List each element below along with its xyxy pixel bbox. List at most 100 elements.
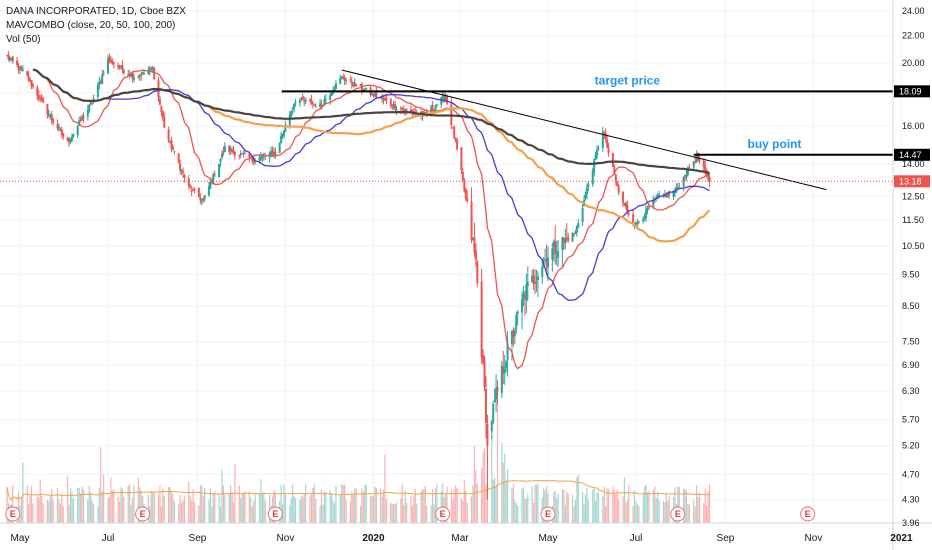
candle-body — [46, 104, 49, 115]
volume-bar — [111, 490, 113, 523]
volume-bar — [218, 494, 220, 523]
candle-body — [624, 202, 627, 207]
volume-bar — [587, 500, 589, 523]
candle — [140, 72, 143, 81]
volume-bar — [501, 442, 503, 523]
candle-body — [446, 96, 449, 104]
candle-body — [207, 186, 210, 196]
volume-bar — [188, 481, 190, 523]
volume-bar — [423, 489, 425, 523]
candle — [334, 79, 337, 90]
candle-body — [345, 79, 348, 82]
volume-bar — [442, 483, 444, 523]
volume-bar — [178, 504, 180, 523]
volume-bar — [668, 495, 670, 523]
volume-bar — [576, 477, 578, 523]
candle — [180, 169, 183, 176]
candle-body — [471, 239, 474, 241]
volume-bar — [414, 489, 416, 523]
volume-bar — [374, 486, 376, 523]
candle-body — [466, 197, 469, 202]
volume-bar — [685, 490, 688, 523]
candle — [311, 101, 314, 109]
candle-body — [19, 66, 21, 70]
ma-line-ma200 — [32, 68, 710, 175]
volume-bar — [431, 488, 434, 523]
candle-body — [42, 98, 45, 103]
volume-bar — [30, 486, 33, 523]
volume-bar — [28, 504, 30, 523]
candle — [167, 126, 170, 143]
candle — [512, 327, 515, 347]
volume-bar — [667, 500, 669, 523]
candle — [30, 79, 33, 90]
candle-body — [340, 76, 343, 78]
candle — [607, 142, 610, 157]
volume-bar — [121, 488, 124, 523]
candle-body — [301, 96, 304, 100]
volume-bar — [375, 487, 377, 523]
volume-bar — [644, 485, 646, 523]
volume-bar — [214, 491, 216, 523]
candle-body — [324, 98, 327, 100]
candle-body — [272, 151, 275, 156]
volume-bar — [492, 479, 494, 523]
candle-body — [29, 79, 32, 81]
volume-bar — [460, 498, 463, 523]
candle-body — [151, 67, 154, 70]
candle-body — [425, 111, 428, 114]
candle — [203, 195, 206, 203]
volume-bar — [81, 486, 83, 523]
candle-body — [637, 221, 640, 223]
candle — [673, 187, 676, 197]
candle — [170, 136, 173, 153]
candle — [682, 176, 685, 192]
candle — [463, 177, 466, 193]
candle-body — [567, 237, 570, 241]
candle-body — [171, 147, 174, 151]
candle — [242, 150, 245, 158]
volume-bar — [545, 486, 548, 523]
volume-bar — [365, 484, 367, 523]
candle-body — [555, 256, 558, 258]
volume-bar — [117, 496, 119, 523]
volume-bar — [452, 499, 454, 523]
volume-bar — [208, 499, 210, 523]
volume-bar — [505, 480, 507, 523]
candle — [513, 328, 516, 345]
candle — [10, 57, 13, 61]
candle-body — [68, 139, 71, 143]
candle-body — [541, 266, 544, 278]
candle — [99, 78, 102, 85]
price-tag-label: 14.47 — [899, 150, 922, 160]
candle-body — [121, 64, 124, 70]
volume-bar — [202, 496, 204, 523]
candle — [79, 116, 82, 123]
candle-body — [313, 104, 316, 106]
volume-bar — [261, 493, 263, 523]
candle-body — [193, 189, 196, 191]
candle — [702, 158, 705, 172]
candle-body — [101, 74, 104, 84]
candle — [557, 239, 560, 268]
volume-bar — [332, 500, 334, 523]
candle — [584, 191, 587, 201]
volume-bar — [642, 492, 644, 523]
candle-body — [552, 241, 555, 247]
price-tag: 13.18 — [894, 175, 930, 188]
volume-bar — [364, 484, 366, 523]
volume-bar — [335, 485, 337, 523]
candle-body — [203, 195, 206, 200]
candle — [476, 259, 479, 288]
volume-bar — [504, 453, 506, 523]
candle-body — [8, 58, 11, 60]
candle — [594, 152, 597, 161]
candle-body — [88, 104, 91, 112]
candle-body — [349, 79, 352, 81]
candle-body — [686, 167, 689, 175]
candle-body — [314, 106, 317, 108]
price-tag: 18.09 — [894, 85, 930, 98]
price-tag-label: 13.18 — [899, 176, 922, 186]
x-tick-label: Jul — [630, 533, 643, 544]
